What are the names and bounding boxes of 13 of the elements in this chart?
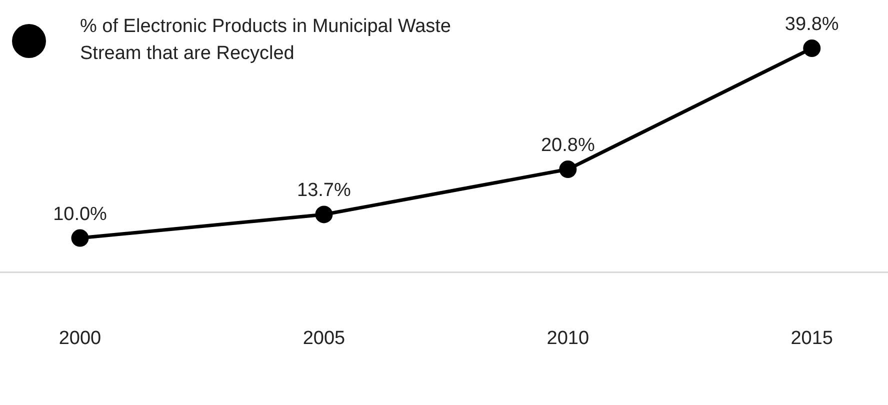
point: [315, 206, 333, 224]
x-tick-label: 2000: [58, 328, 102, 349]
point: [559, 160, 577, 178]
x-tick-label: 2005: [302, 328, 346, 349]
data-label: 39.8%: [784, 14, 839, 36]
x-tick-label: 2010: [546, 328, 590, 349]
legend-label: % of Electronic Products in Municipal Waste Stream that are Recycled: [80, 15, 452, 66]
data-label: 20.8%: [540, 135, 595, 156]
point: [803, 40, 821, 58]
point: [71, 229, 89, 247]
data-label: 13.7%: [297, 180, 351, 202]
data-label: 10.0%: [53, 204, 108, 225]
x-tick-label: 2015: [790, 328, 834, 349]
